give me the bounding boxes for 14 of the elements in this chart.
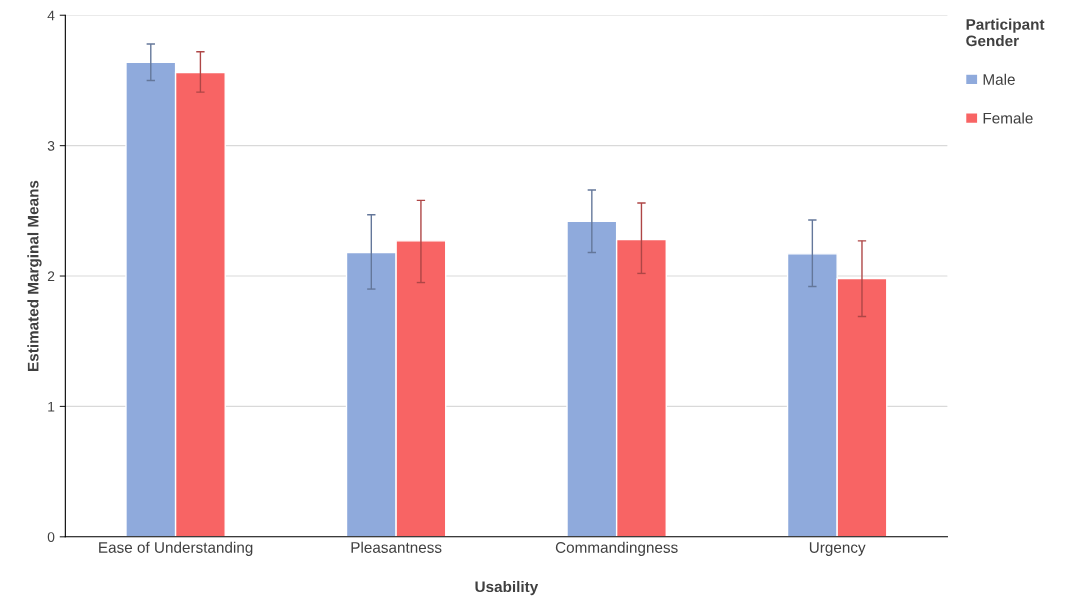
legend-title: Participant Gender <box>966 18 1045 47</box>
y-tick-label: 4 <box>47 10 55 21</box>
y-tick-label: 2 <box>47 271 55 282</box>
x-tick-label: Commandingness <box>555 541 678 556</box>
x-axis-title: Usability <box>475 580 539 596</box>
y-axis-title: Estimated Marginal Means <box>27 180 42 371</box>
y-tick-label: 0 <box>47 532 55 542</box>
legend-label: Male <box>983 73 1015 85</box>
y-tick-label: 3 <box>47 140 55 151</box>
x-tick-label: Ease of Understanding <box>99 541 253 556</box>
x-tick-label: Urgency <box>809 542 866 556</box>
x-tick-label: Pleasantness <box>351 541 442 553</box>
y-tick-label: 1 <box>48 401 55 412</box>
legend-label: Female <box>983 112 1033 124</box>
